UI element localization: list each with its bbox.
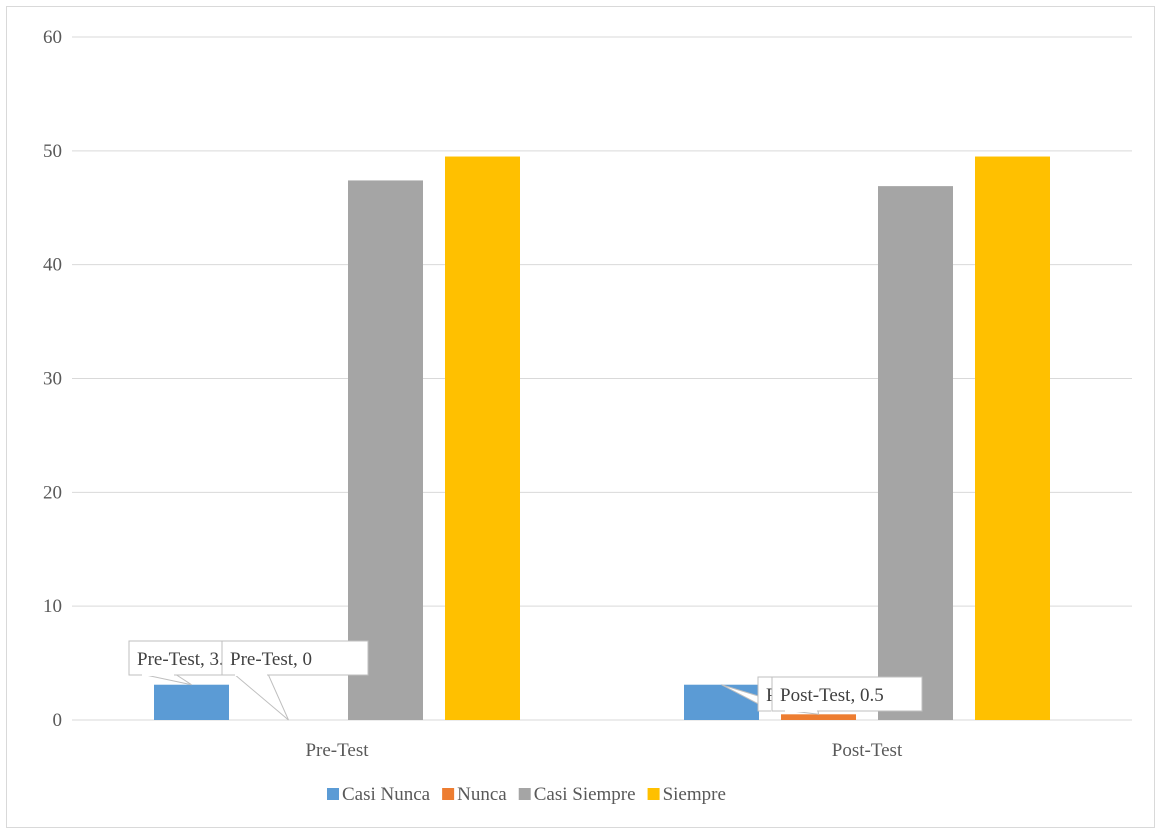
y-tick-label: 50 (43, 141, 62, 162)
data-label: Pre-Test, 0 (230, 649, 312, 670)
y-tick-label: 20 (43, 482, 62, 503)
x-tick-label: Pre-Test (305, 740, 369, 761)
data-label-box (771, 676, 923, 712)
y-tick-label: 40 (43, 255, 62, 276)
data-label-box (221, 640, 369, 676)
bar (878, 186, 953, 720)
legend-label: Casi Nunca (342, 784, 431, 805)
bar (154, 684, 229, 720)
data-label: Post-Test, 0.5 (780, 685, 884, 706)
y-tick-label: 60 (43, 27, 62, 48)
legend-swatch (518, 788, 531, 800)
legend-label: Casi Siempre (534, 784, 636, 805)
y-tick-label: 30 (43, 369, 62, 390)
y-tick-label: 10 (43, 596, 62, 617)
x-tick-label: Post-Test (832, 740, 903, 761)
bar (684, 684, 759, 720)
legend-label: Nunca (457, 784, 507, 805)
y-tick-label: 0 (53, 710, 63, 731)
bar (445, 156, 520, 720)
legend-swatch (442, 788, 455, 800)
bar (348, 180, 423, 720)
legend-label: Siempre (663, 784, 726, 805)
bar (975, 156, 1050, 720)
data-label: Pre-Test, 3.1 (137, 649, 233, 670)
legend-swatch (647, 788, 660, 800)
legend-swatch (327, 788, 339, 800)
bar (781, 714, 856, 720)
data-label-pointer (232, 673, 289, 721)
